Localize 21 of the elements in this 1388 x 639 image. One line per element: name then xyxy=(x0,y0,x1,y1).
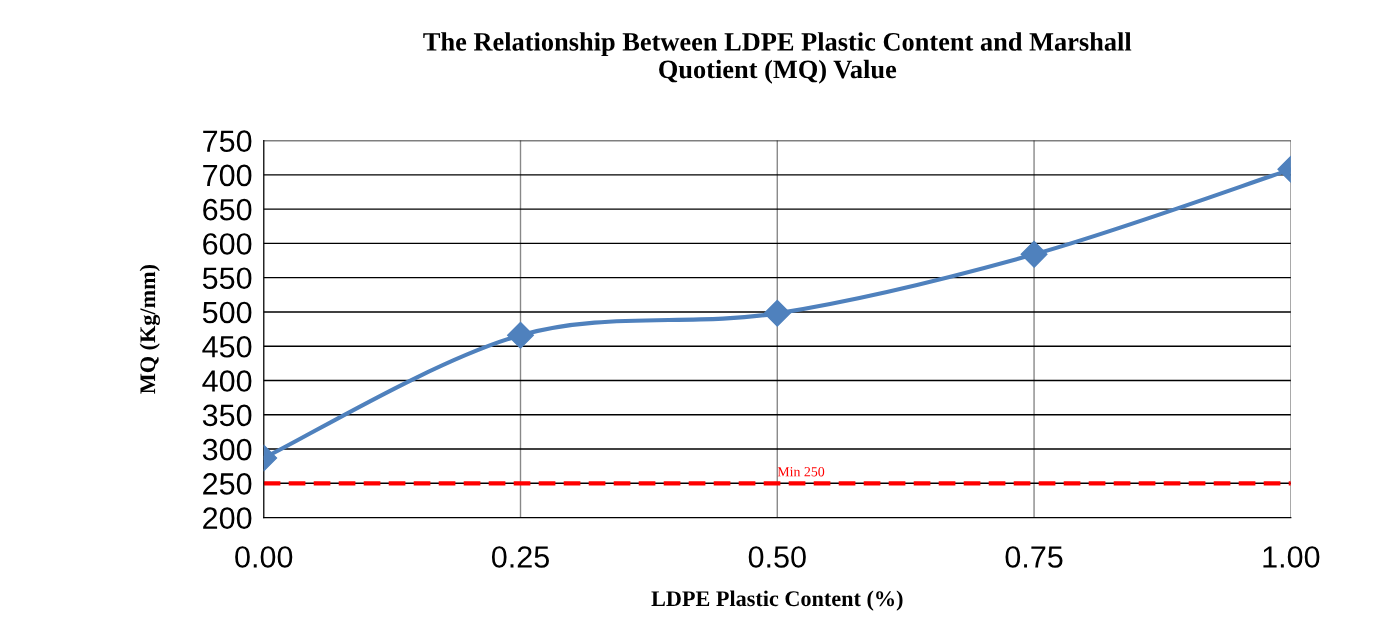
y-tick-label: 500 xyxy=(202,301,252,324)
x-axis-title: LDPE Plastic Content (%) xyxy=(651,590,903,611)
chart-title: The Relationship Between LDPE Plastic Content and Marshall Quotient (MQ) Value xyxy=(423,32,1132,84)
y-axis-title: MQ (Kg/mm) xyxy=(139,264,160,394)
y-tick-label: 550 xyxy=(202,267,252,290)
y-tick-label: 650 xyxy=(203,198,252,221)
x-tick-label: 0.50 xyxy=(748,546,806,568)
y-tick-label: 750 xyxy=(203,130,252,152)
ref-line-label: Min 250 xyxy=(777,467,825,477)
y-tick-label: 300 xyxy=(202,438,252,461)
y-tick-label: 700 xyxy=(203,164,252,187)
y-tick-label: 450 xyxy=(202,335,252,358)
x-tick-label: 0.00 xyxy=(235,546,293,568)
x-tick-label: 1.00 xyxy=(1263,546,1320,568)
y-tick-label: 400 xyxy=(202,370,252,392)
y-tick-label: 350 xyxy=(202,404,252,427)
y-tick-label: 600 xyxy=(203,233,252,255)
y-tick-label: 200 xyxy=(203,507,252,529)
x-tick-label: 0.75 xyxy=(1005,546,1063,568)
y-tick-label: 250 xyxy=(203,473,252,495)
x-tick-label: 0.25 xyxy=(491,546,549,568)
